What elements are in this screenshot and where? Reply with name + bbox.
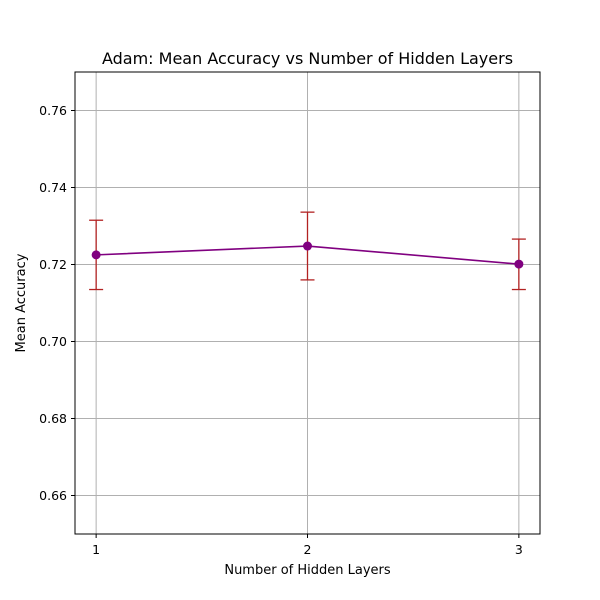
y-tick-label: 0.68 bbox=[39, 411, 67, 426]
x-tick-label: 2 bbox=[304, 542, 312, 557]
chart-title: Adam: Mean Accuracy vs Number of Hidden … bbox=[102, 49, 513, 68]
data-point bbox=[514, 259, 524, 269]
y-tick-label: 0.72 bbox=[39, 257, 67, 272]
axis-ticks: 0.66 0.68 0.70 0.72 0.74 0.76 1 2 3 bbox=[39, 103, 523, 557]
y-tick-label: 0.74 bbox=[39, 180, 67, 195]
data-series bbox=[91, 241, 524, 269]
error-bars bbox=[89, 211, 526, 291]
y-tick-label: 0.76 bbox=[39, 103, 67, 118]
y-axis-label: Mean Accuracy bbox=[14, 253, 29, 352]
x-axis-label: Number of Hidden Layers bbox=[224, 563, 391, 578]
x-tick-label: 3 bbox=[515, 542, 523, 557]
grid bbox=[75, 72, 540, 534]
y-tick-label: 0.66 bbox=[39, 488, 67, 503]
data-point bbox=[303, 241, 312, 251]
data-point bbox=[91, 250, 101, 260]
x-tick-label: 1 bbox=[92, 542, 100, 557]
y-tick-label: 0.70 bbox=[39, 334, 67, 349]
